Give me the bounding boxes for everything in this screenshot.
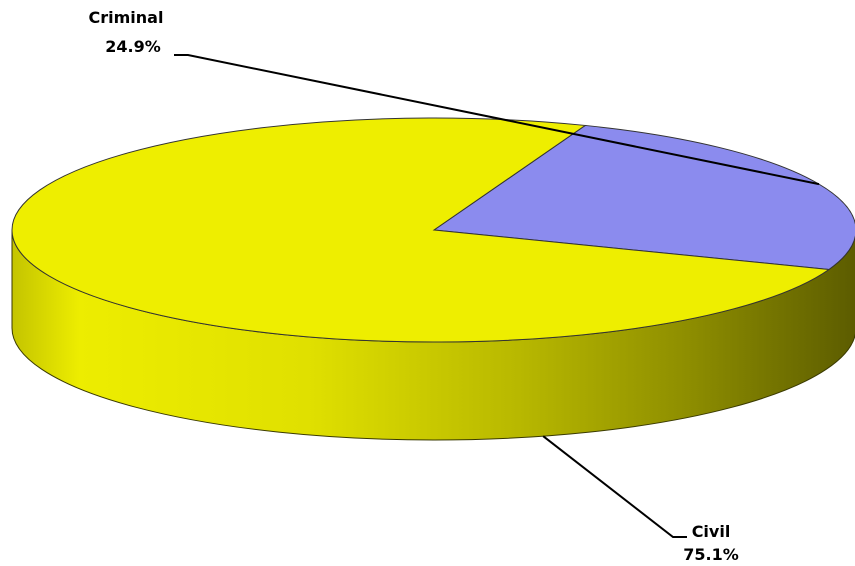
slice-label-criminal: Criminal <box>89 8 164 27</box>
leader-line-criminal <box>174 54 820 186</box>
leader-line-civil <box>542 435 687 538</box>
pie-slice-civil <box>11 117 831 343</box>
slice-label-civil: Civil <box>692 522 731 541</box>
slice-value-criminal: 24.9% <box>105 37 161 56</box>
slice-value-civil: 75.1% <box>683 545 739 564</box>
pie-top-faces <box>11 117 855 343</box>
leader-lines <box>174 54 820 538</box>
